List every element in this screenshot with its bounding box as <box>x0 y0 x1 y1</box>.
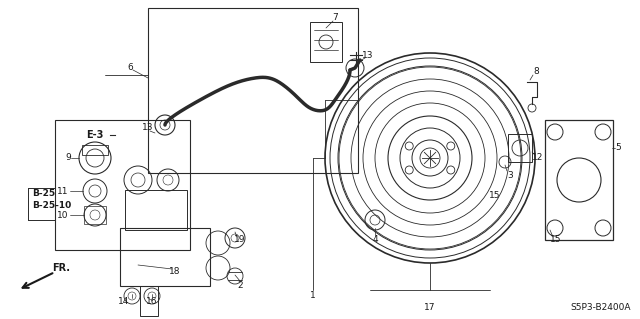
Text: 10: 10 <box>57 211 68 219</box>
Text: FR.: FR. <box>52 263 70 273</box>
Text: 9: 9 <box>65 153 71 162</box>
Bar <box>148 8 358 173</box>
Text: E-3: E-3 <box>86 130 104 140</box>
Text: 5: 5 <box>615 144 621 152</box>
Text: 13: 13 <box>142 123 154 132</box>
Text: 7: 7 <box>332 13 338 23</box>
Text: 19: 19 <box>234 235 246 244</box>
Bar <box>55 120 190 250</box>
Text: 6: 6 <box>127 63 133 72</box>
Bar <box>125 190 187 230</box>
Text: 13: 13 <box>362 50 374 60</box>
Text: B-25: B-25 <box>32 189 55 198</box>
Text: 1: 1 <box>310 291 316 300</box>
Text: B-25-10: B-25-10 <box>32 202 71 211</box>
Bar <box>310 22 342 62</box>
Bar <box>84 206 106 224</box>
Text: 15: 15 <box>550 235 562 244</box>
Bar <box>545 120 613 240</box>
Text: 12: 12 <box>532 153 544 162</box>
Text: 17: 17 <box>424 303 436 313</box>
Text: 4: 4 <box>372 235 378 244</box>
Text: 11: 11 <box>57 187 68 196</box>
Text: S5P3-B2400A: S5P3-B2400A <box>570 303 630 313</box>
Text: 8: 8 <box>533 68 539 77</box>
Text: 16: 16 <box>147 298 157 307</box>
Text: 14: 14 <box>118 298 130 307</box>
Text: 15: 15 <box>489 190 500 199</box>
Bar <box>508 134 532 162</box>
Bar <box>82 145 108 155</box>
Text: 3: 3 <box>507 170 513 180</box>
Text: 2: 2 <box>237 280 243 290</box>
Bar <box>120 228 210 286</box>
Text: 18: 18 <box>169 268 180 277</box>
Bar <box>140 286 158 316</box>
